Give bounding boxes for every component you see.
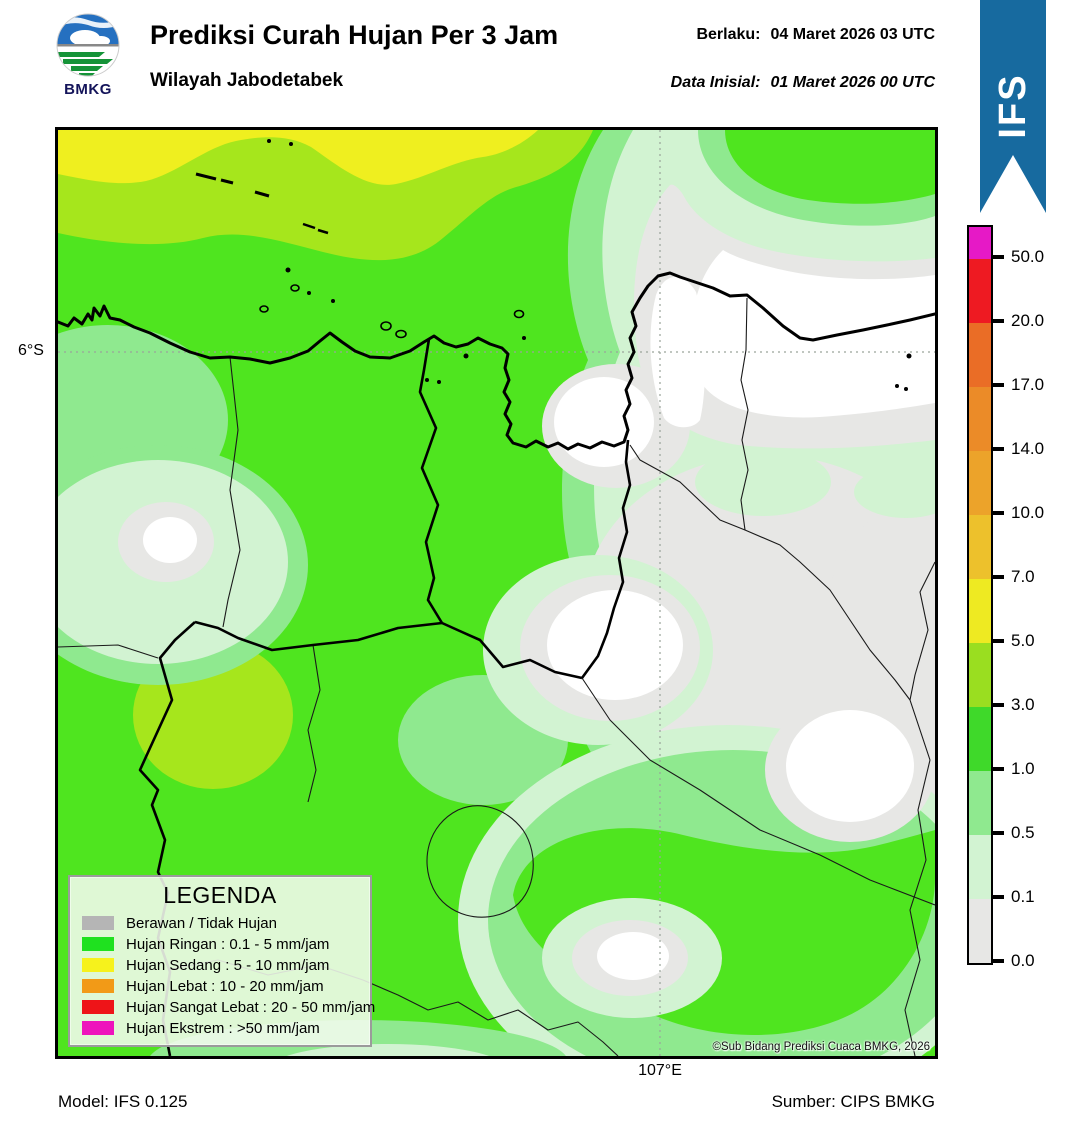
- legend-item: Berawan / Tidak Hujan: [82, 913, 370, 933]
- latitude-label: 6°S: [18, 342, 44, 359]
- colorbar-tick-label: 0.1: [1011, 887, 1035, 906]
- colorbar-tick-label: 10.0: [1011, 503, 1045, 522]
- legend-swatch: [82, 1021, 114, 1035]
- map-copyright: ©Sub Bidang Prediksi Cuaca BMKG, 2026: [712, 1041, 930, 1053]
- legend-item-label: Hujan Ekstrem : >50 mm/jam: [126, 1019, 320, 1037]
- colorbar-tick-label: 1.0: [1011, 759, 1035, 778]
- colorbar-tick-label: 14.0: [1011, 439, 1045, 458]
- colorbar-tick-label: 0.5: [1011, 823, 1035, 842]
- legend-swatch: [82, 937, 114, 951]
- colorbar-segment: [969, 515, 991, 579]
- colorbar-tick-mark: [991, 447, 1004, 451]
- colorbar-tick-mark: [991, 831, 1004, 835]
- legend-swatch: [82, 1000, 114, 1014]
- page-title: Prediksi Curah Hujan Per 3 Jam: [150, 20, 559, 50]
- colorbar-segment: [969, 899, 991, 963]
- init-datetime: Data Inisial: 01 Maret 2026 00 UTC: [671, 74, 935, 92]
- bmkg-logo: BMKG: [50, 12, 126, 98]
- colorbar-tick-label: 7.0: [1011, 567, 1035, 586]
- colorbar-tick-mark: [991, 383, 1004, 387]
- colorbar-tick-mark: [991, 255, 1004, 259]
- legend-item-label: Berawan / Tidak Hujan: [126, 914, 277, 932]
- valid-label: Berlaku:: [696, 26, 761, 43]
- bmkg-logo-icon: [56, 13, 120, 77]
- rainfall-map: LEGENDA Berawan / Tidak Hujan Hujan Ringa…: [55, 127, 938, 1059]
- colorbar-tick-mark: [991, 703, 1004, 707]
- legend-swatch: [82, 958, 114, 972]
- logo-text: BMKG: [64, 81, 112, 98]
- colorbar-segment: [969, 227, 991, 259]
- colorbar-segment: [969, 323, 991, 387]
- coastline: [58, 271, 935, 451]
- colorbar-tick-mark: [991, 575, 1004, 579]
- init-value: 01 Maret 2026 00 UTC: [770, 74, 935, 91]
- legend-item: Hujan Ringan : 0.1 - 5 mm/jam: [82, 934, 370, 954]
- legend-item-label: Hujan Sedang : 5 - 10 mm/jam: [126, 956, 330, 974]
- legend-item-label: Hujan Sangat Lebat : 20 - 50 mm/jam: [126, 998, 376, 1016]
- footer-model-label: Model: IFS 0.125: [58, 1092, 188, 1111]
- valid-datetime: Berlaku: 04 Maret 2026 03 UTC: [696, 26, 935, 44]
- page-subtitle: Wilayah Jabodetabek: [150, 70, 344, 91]
- colorbar-tick-label: 3.0: [1011, 695, 1035, 714]
- colorbar-segment: [969, 451, 991, 515]
- ribbon-label: IFS: [992, 73, 1034, 138]
- legend-item: Hujan Sangat Lebat : 20 - 50 mm/jam: [82, 997, 375, 1017]
- legend-title: LEGENDA: [163, 882, 277, 908]
- colorbar-segment: [969, 707, 991, 771]
- colorbar-segment: [969, 771, 991, 835]
- valid-value: 04 Maret 2026 03 UTC: [770, 26, 935, 43]
- colorbar-tick-label: 17.0: [1011, 375, 1045, 394]
- legend-item: Hujan Lebat : 10 - 20 mm/jam: [82, 976, 370, 996]
- legend-swatch: [82, 979, 114, 993]
- init-label: Data Inisial:: [670, 74, 761, 91]
- legend-swatch: [82, 916, 114, 930]
- footer-source-label: Sumber: CIPS BMKG: [771, 1092, 935, 1111]
- colorbar-segment: [969, 259, 991, 323]
- colorbar-segment: [969, 387, 991, 451]
- colorbar-tick-label: 50.0: [1011, 247, 1045, 266]
- model-ribbon: IFS: [980, 0, 1046, 213]
- colorbar-segment: [969, 643, 991, 707]
- colorbar-tick-mark: [991, 639, 1004, 643]
- legend-items: Berawan / Tidak Hujan Hujan Ringan : 0.1 …: [82, 913, 375, 1038]
- longitude-label: 107°E: [638, 1062, 682, 1079]
- colorbar-segment: [969, 835, 991, 899]
- legend-item: Hujan Sedang : 5 - 10 mm/jam: [82, 955, 370, 975]
- islands: [195, 139, 912, 391]
- colorbar-tick-label: 5.0: [1011, 631, 1035, 650]
- legend-item-label: Hujan Ringan : 0.1 - 5 mm/jam: [126, 935, 330, 953]
- legend-item: Hujan Ekstrem : >50 mm/jam: [82, 1018, 370, 1038]
- legend-item-label: Hujan Lebat : 10 - 20 mm/jam: [126, 977, 324, 995]
- colorbar-tick-mark: [991, 895, 1004, 899]
- colorbar-scale: [967, 225, 993, 965]
- graticule-gridlines: [58, 130, 935, 1056]
- colorbar-tick-mark: [991, 511, 1004, 515]
- colorbar-tick-mark: [991, 319, 1004, 323]
- ribbon-banner-icon: [980, 0, 1046, 213]
- legend-box: LEGENDA Berawan / Tidak Hujan Hujan Ringa…: [68, 875, 375, 1047]
- colorbar-tick-mark: [991, 767, 1004, 771]
- colorbar: 50.0 20.0 17.0 14.0 10.0 7.0 5.0 3.0 1.0 0.5 0.1 0.…: [967, 225, 1067, 970]
- colorbar-tick-mark: [991, 959, 1004, 963]
- colorbar-tick-label: 20.0: [1011, 311, 1045, 330]
- colorbar-tick-label: 0.0: [1011, 951, 1035, 970]
- colorbar-segment: [969, 579, 991, 643]
